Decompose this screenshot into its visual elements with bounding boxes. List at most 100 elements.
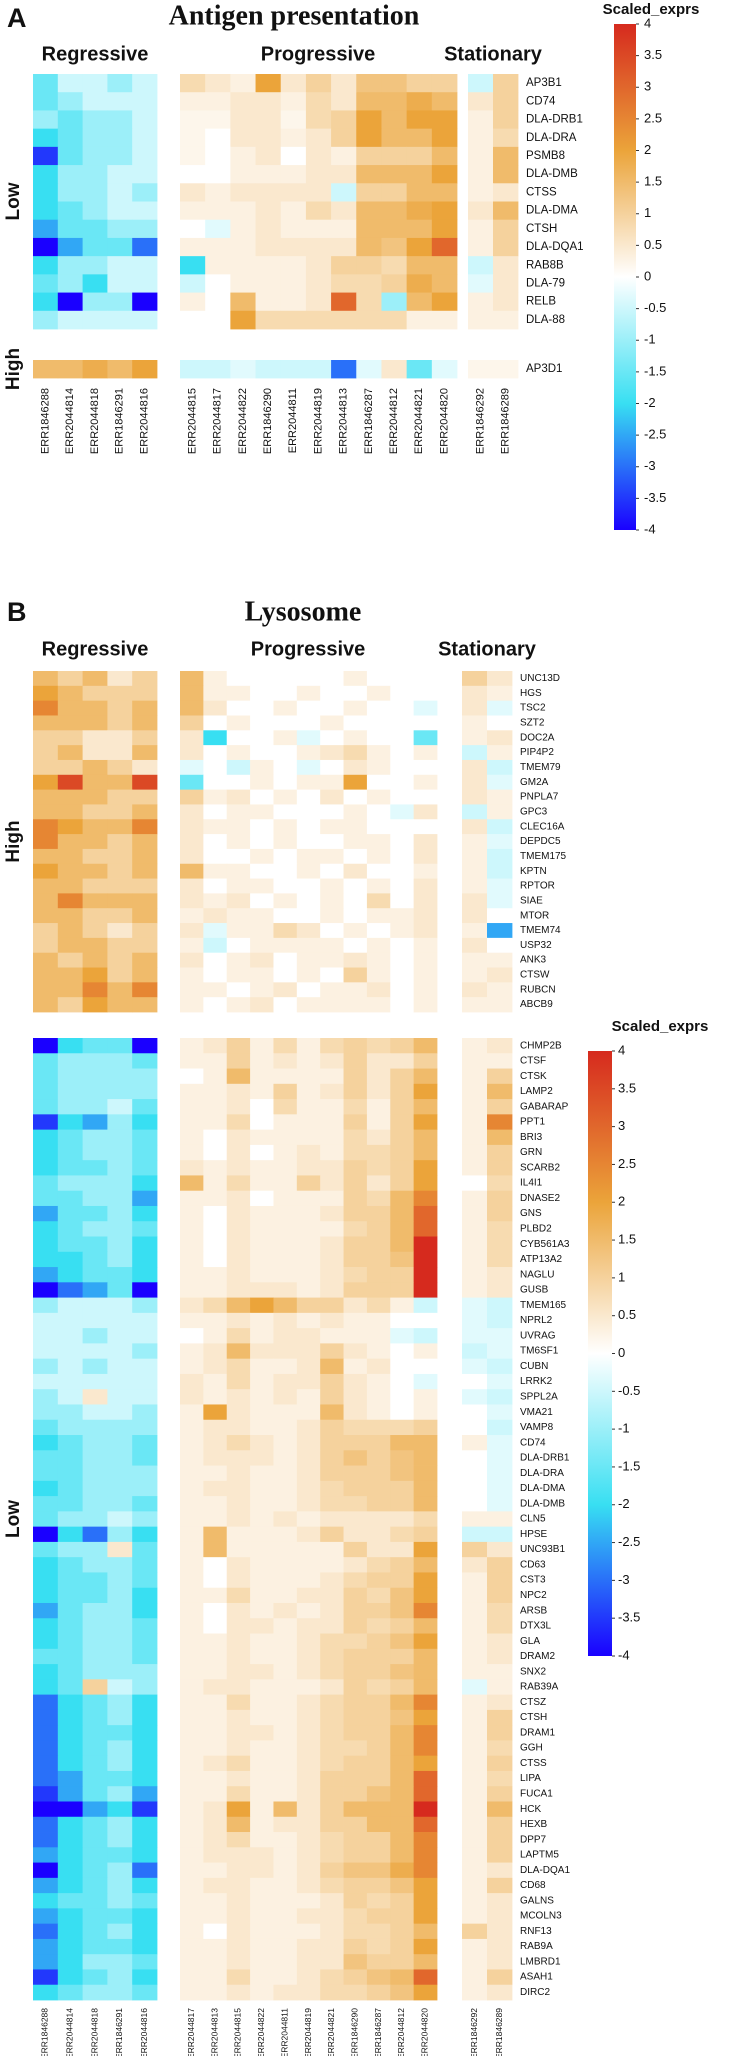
heatmap-cell bbox=[320, 1160, 344, 1176]
heatmap-cell bbox=[390, 1160, 415, 1176]
heatmap-cell bbox=[82, 1618, 108, 1634]
heatmap-cell bbox=[180, 1572, 204, 1589]
heatmap-cell bbox=[57, 1694, 83, 1711]
heatmap-cell bbox=[33, 1221, 59, 1237]
heatmap-cell bbox=[180, 774, 204, 791]
heatmap-cell bbox=[296, 1770, 321, 1787]
heatmap-cell bbox=[82, 1297, 108, 1314]
heatmap-cell bbox=[413, 1679, 438, 1696]
column-label: ERR1846288 bbox=[40, 2008, 50, 2056]
heatmap-cell bbox=[203, 1801, 228, 1818]
heatmap-cell bbox=[250, 1205, 274, 1222]
heatmap-cell bbox=[107, 1038, 133, 1054]
heatmap-cell bbox=[132, 183, 158, 202]
heatmap-cell bbox=[132, 1908, 158, 1925]
heatmap-cell bbox=[82, 146, 108, 166]
heatmap-cell bbox=[132, 982, 158, 998]
heatmap-cell bbox=[107, 1175, 133, 1192]
heatmap-cell bbox=[390, 1450, 415, 1466]
heatmap-cell bbox=[487, 1038, 513, 1054]
heatmap-cell bbox=[487, 1755, 513, 1772]
heatmap-cell bbox=[180, 183, 206, 202]
heatmap-cell bbox=[487, 1923, 513, 1940]
heatmap-cell bbox=[343, 804, 368, 820]
heatmap-cell bbox=[82, 863, 108, 879]
heatmap-cell bbox=[107, 1236, 133, 1253]
heatmap-cell bbox=[390, 1755, 415, 1772]
heatmap-cell bbox=[180, 1343, 204, 1360]
heatmap-cell bbox=[390, 1587, 415, 1604]
colorbar-tick-label: -2 bbox=[618, 1496, 630, 1511]
heatmap-cell bbox=[180, 1648, 204, 1665]
heatmap-cell bbox=[296, 1190, 321, 1207]
row-label: PPT1 bbox=[520, 1117, 545, 1128]
heatmap-cell bbox=[180, 1038, 204, 1054]
heatmap-cell bbox=[320, 1526, 344, 1543]
heatmap-cell bbox=[487, 1984, 513, 2001]
heatmap-cell bbox=[205, 219, 231, 239]
heatmap-cell bbox=[413, 715, 438, 731]
heatmap-cell bbox=[203, 1175, 228, 1192]
heatmap-cell bbox=[305, 274, 332, 293]
heatmap-cell bbox=[366, 1679, 391, 1696]
heatmap-cell bbox=[132, 1954, 158, 1970]
heatmap-cell bbox=[180, 1496, 204, 1512]
colorbar-tick-label: 2 bbox=[644, 142, 651, 157]
heatmap-cell bbox=[487, 1236, 513, 1253]
heatmap-cell bbox=[343, 1404, 368, 1421]
heatmap-cell bbox=[33, 1801, 59, 1818]
heatmap-cell bbox=[82, 1480, 108, 1497]
heatmap-cell bbox=[57, 1862, 83, 1879]
heatmap-cell bbox=[132, 1847, 158, 1863]
heatmap-cell bbox=[366, 1709, 391, 1726]
heatmap-cell bbox=[296, 1099, 321, 1115]
heatmap-cell bbox=[203, 1160, 228, 1176]
heatmap-cell bbox=[250, 730, 274, 746]
heatmap-cell bbox=[33, 1541, 59, 1558]
heatmap-cell bbox=[366, 819, 391, 835]
heatmap-cell bbox=[280, 274, 307, 293]
heatmap-cell bbox=[132, 745, 158, 761]
heatmap-cell bbox=[493, 201, 519, 221]
heatmap-cell bbox=[431, 165, 458, 184]
row-label: RPTOR bbox=[520, 881, 555, 892]
heatmap-cell bbox=[366, 1816, 391, 1833]
heatmap-cell bbox=[343, 848, 368, 865]
row-label: TMEM165 bbox=[520, 1300, 567, 1311]
heatmap-cell bbox=[390, 1282, 415, 1298]
heatmap-cell bbox=[280, 292, 307, 312]
heatmap-cell bbox=[250, 1541, 274, 1558]
heatmap-cell bbox=[57, 201, 83, 221]
row-label: RAB39A bbox=[520, 1682, 559, 1693]
heatmap-cell bbox=[57, 967, 83, 983]
heatmap-cell bbox=[305, 74, 332, 93]
heatmap-cell bbox=[366, 1877, 391, 1894]
heatmap-cell bbox=[82, 1770, 108, 1787]
heatmap-cell bbox=[296, 1282, 321, 1298]
heatmap-cell bbox=[320, 1373, 344, 1390]
heatmap-cell bbox=[468, 256, 494, 275]
heatmap-cell bbox=[487, 1908, 513, 1925]
heatmap-cell bbox=[296, 1221, 321, 1237]
heatmap-cell bbox=[343, 1633, 368, 1650]
heatmap-cell bbox=[366, 1083, 391, 1100]
heatmap-cell bbox=[320, 1068, 344, 1085]
heatmap-cell bbox=[33, 1358, 59, 1375]
heatmap-cell bbox=[255, 183, 282, 202]
heatmap-cell bbox=[273, 1557, 298, 1573]
heatmap-cell bbox=[250, 1572, 274, 1589]
heatmap-cell bbox=[462, 759, 488, 776]
heatmap-cell bbox=[413, 804, 438, 820]
heatmap-cell bbox=[33, 1602, 59, 1619]
row-label: GLA bbox=[520, 1636, 540, 1647]
heatmap-cell bbox=[82, 878, 108, 894]
heatmap-cell bbox=[250, 1877, 274, 1894]
heatmap-cell bbox=[487, 1358, 513, 1375]
row-label: AP3D1 bbox=[526, 363, 562, 375]
heatmap-cell bbox=[57, 893, 83, 909]
heatmap-cell bbox=[390, 1373, 415, 1390]
heatmap-cell bbox=[230, 310, 256, 330]
heatmap-cell bbox=[33, 1725, 59, 1741]
heatmap-cell bbox=[132, 237, 158, 257]
heatmap-cell bbox=[487, 893, 513, 909]
